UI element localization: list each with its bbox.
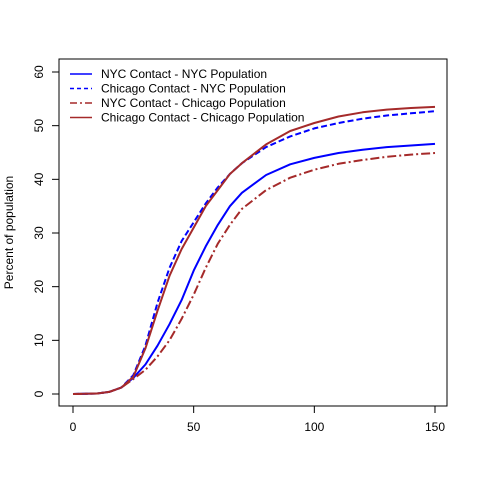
y-axis: 0 10 20 30 40 50 60 xyxy=(32,65,59,397)
y-tick-label-50: 50 xyxy=(32,119,46,133)
legend-item-1: NYC Contact - NYC Population xyxy=(70,67,267,81)
legend-label-4: Chicago Contact - Chicago Population xyxy=(101,111,304,125)
legend-label-1: NYC Contact - NYC Population xyxy=(101,67,267,81)
legend-label-3: NYC Contact - Chicago Population xyxy=(101,96,286,110)
legend-item-4: Chicago Contact - Chicago Population xyxy=(70,111,304,125)
x-tick-label-150: 150 xyxy=(425,420,445,434)
x-tick-label-50: 50 xyxy=(187,420,201,434)
y-tick-label-30: 30 xyxy=(32,226,46,240)
plot-area xyxy=(72,105,436,395)
legend-label-2: Chicago Contact - NYC Population xyxy=(101,82,286,96)
y-tick-label-10: 10 xyxy=(32,333,46,347)
series-line-1 xyxy=(72,142,436,395)
y-tick-label-40: 40 xyxy=(32,172,46,186)
y-tick-label-20: 20 xyxy=(32,280,46,294)
x-axis: 0 50 100 150 xyxy=(70,406,445,434)
y-tick-label-60: 60 xyxy=(32,65,46,79)
legend-item-2: Chicago Contact - NYC Population xyxy=(70,82,286,96)
x-tick-label-100: 100 xyxy=(304,420,324,434)
x-tick-label-0: 0 xyxy=(70,420,77,434)
legend-item-3: NYC Contact - Chicago Population xyxy=(70,96,286,110)
series-line-4 xyxy=(72,105,436,395)
y-axis-label: Percent of population xyxy=(2,176,16,289)
y-tick-label-0: 0 xyxy=(32,390,46,397)
series-line-3 xyxy=(72,152,436,395)
